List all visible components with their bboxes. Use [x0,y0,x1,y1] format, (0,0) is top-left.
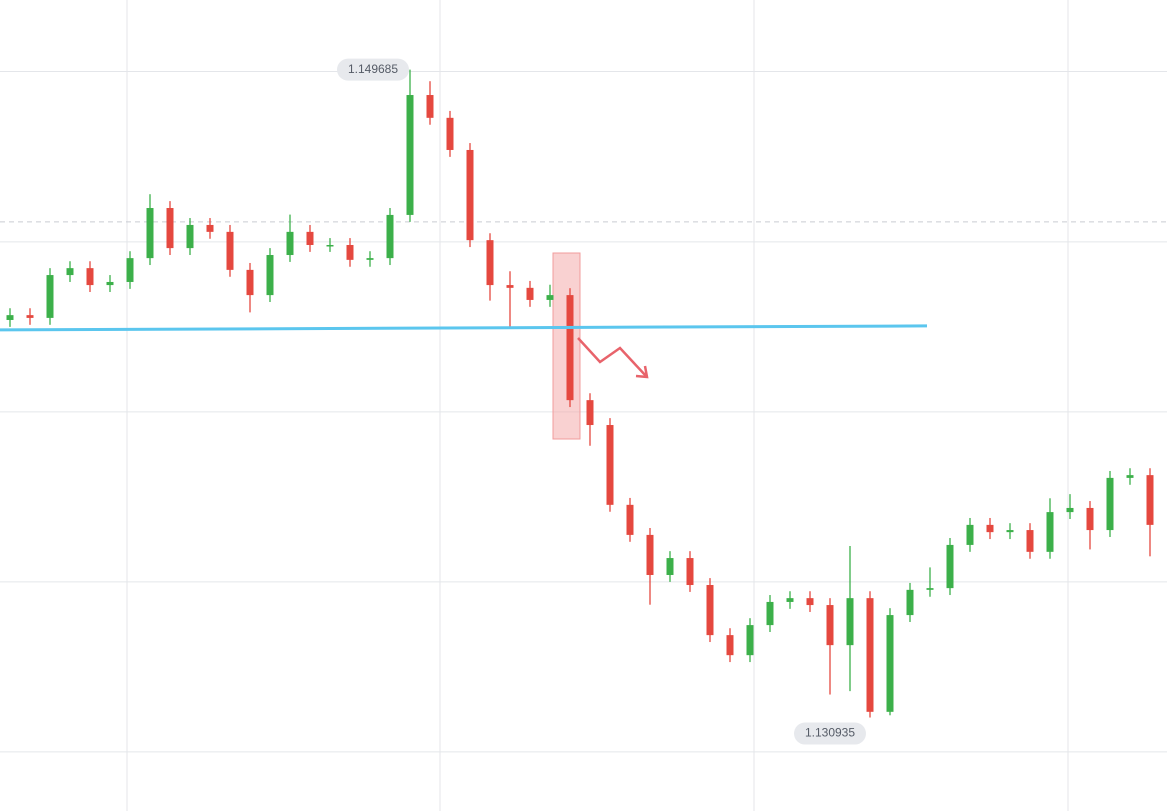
candle-body [6,315,14,320]
price-label: 1.149685 [348,62,398,76]
candle-body [706,585,714,636]
candle-body [866,598,874,712]
candle-body [726,635,734,656]
candle-body [26,315,34,318]
candle-body [366,258,374,260]
candle-body [986,524,994,533]
horizontal-grid [0,71,1167,753]
candle-body [606,425,614,505]
price-label-bg [794,722,866,745]
candle-body [266,255,274,296]
candle-body [746,625,754,656]
candle-body [106,281,114,286]
candle-body [1126,475,1134,478]
candle-body [1066,507,1074,513]
vertical-grid [126,0,1069,811]
candle-body [226,231,234,270]
candle-body [686,558,694,586]
candle-body [486,240,494,286]
candle-body [626,504,634,535]
candle-body [166,208,174,249]
arrow-head [635,365,649,379]
candle-body [946,544,954,589]
candle-body [1106,477,1114,531]
candle-body [906,589,914,616]
candle-body [806,598,814,606]
candle-body [1046,512,1054,552]
candle-body [46,275,54,318]
candle-body [406,95,414,215]
candle-body [126,258,134,282]
candle-body [1086,507,1094,531]
candle-body [1146,475,1154,525]
candle-body [246,269,254,296]
candle-body [966,524,974,545]
candle-body [206,224,214,232]
candle-body [646,534,654,575]
candle-body [306,231,314,245]
candle-body [586,400,594,426]
candle-body [286,231,294,256]
candle-body [886,615,894,712]
candle-body [666,558,674,575]
candle-body [1006,530,1014,533]
candle-body [826,605,834,646]
candle-body [386,214,394,259]
candle-body [346,244,354,260]
candle-body [146,208,154,259]
candle-body [566,295,574,401]
candle-body [546,295,554,300]
price-label: 1.130935 [805,726,855,740]
candle-body [926,588,934,590]
candle-body [526,287,534,300]
candle-body [66,268,74,276]
candle-body [86,268,94,286]
candle-body [466,149,474,241]
candle-body [506,285,514,288]
candle-body [766,601,774,626]
candle-body [446,117,454,150]
highlight-box [552,252,581,440]
candle-body [186,224,194,249]
candle-body [846,598,854,646]
direction-arrow [577,337,647,377]
candle-body [326,244,334,247]
candle-body [426,95,434,118]
candle-body [786,598,794,602]
price-label-bg [337,58,409,81]
support-line [0,324,928,332]
candle-body [1026,530,1034,552]
